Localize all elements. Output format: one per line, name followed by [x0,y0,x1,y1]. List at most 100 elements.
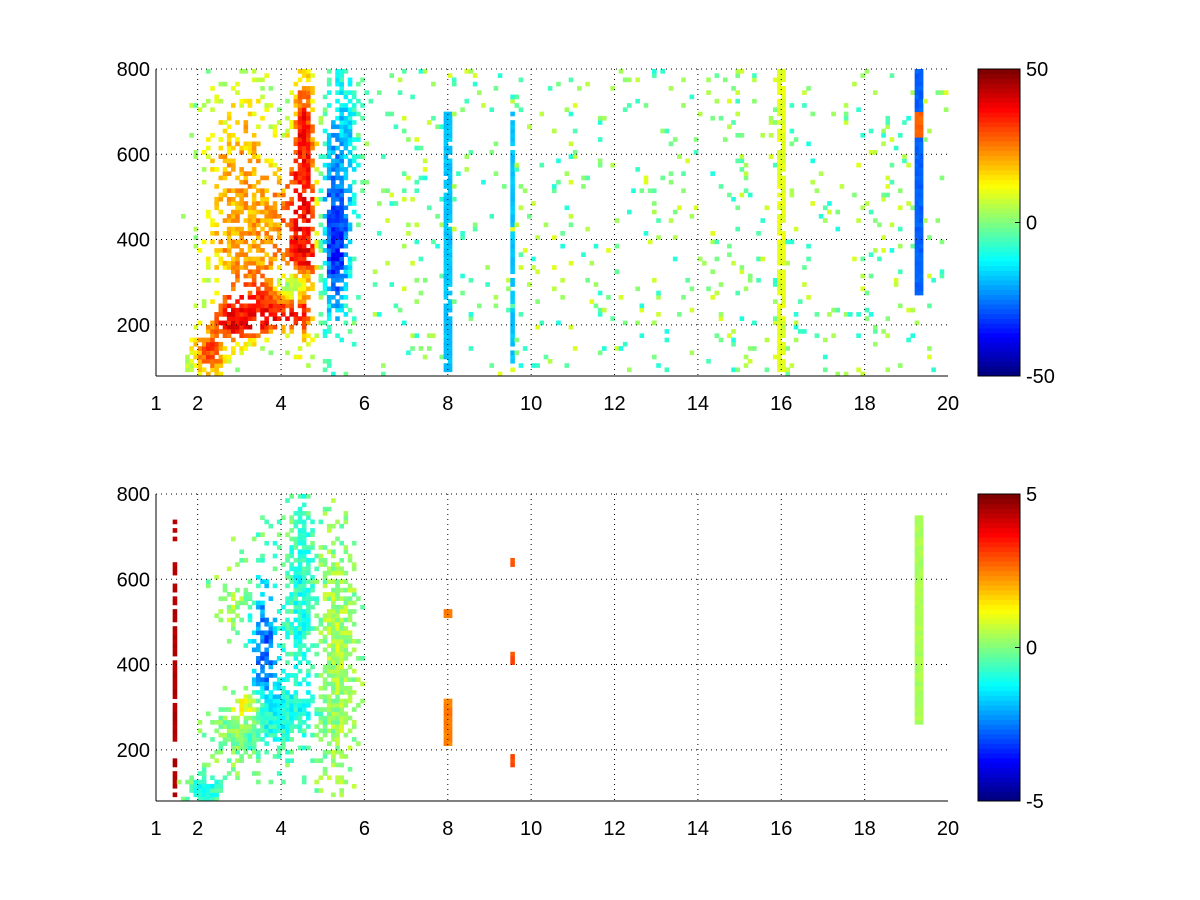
heatmap-cell [914,94,920,100]
heatmap-cell [260,557,265,563]
heatmap-cell [347,222,353,228]
heatmap-cell [447,192,453,198]
heatmap-cell [497,73,503,78]
heatmap-cell [243,732,249,738]
heatmap-cell [914,150,920,155]
heatmap-cell [335,775,340,781]
heatmap-cell [281,694,286,700]
heatmap-cell [235,719,240,725]
heatmap-cell [914,681,920,687]
heatmap-cell [781,90,786,95]
colorbar-swatch [978,145,1020,152]
heatmap-cell [514,162,520,168]
heatmap-cell [281,715,286,721]
heatmap-cell [485,265,490,270]
heatmap-cell [510,137,515,142]
heatmap-cell [868,209,874,215]
heatmap-cell [506,286,511,292]
heatmap-cell [318,248,324,253]
heatmap-cell [347,600,353,606]
heatmap-cell [335,273,340,279]
heatmap-cell [293,604,299,610]
heatmap-cell [293,626,299,631]
heatmap-cell [301,698,307,704]
heatmap-cell [322,685,328,691]
heatmap-cell [351,167,357,172]
heatmap-cell [247,324,253,330]
heatmap-cell [614,346,620,351]
heatmap-cell [301,316,307,321]
heatmap-cell [310,184,315,189]
heatmap-cell [306,132,311,138]
heatmap-cell [914,282,920,287]
heatmap-cell [914,638,920,644]
heatmap-cell [914,103,920,108]
heatmap-cell [201,762,207,768]
heatmap-cell [343,303,349,309]
heatmap-cell [247,741,253,746]
heatmap-cell [739,316,745,321]
heatmap-cell [506,307,511,313]
heatmap-cell [410,333,415,339]
heatmap-cell [272,732,278,738]
heatmap-cell [264,218,269,223]
heatmap-cell [297,192,303,198]
heatmap-cell [443,732,449,738]
heatmap-cell [343,273,349,279]
heatmap-cell [360,698,365,704]
heatmap-cell [326,222,332,228]
heatmap-cell [401,188,407,194]
heatmap-cell [447,741,453,746]
heatmap-cell [510,111,515,117]
heatmap-cell [297,724,303,729]
heatmap-cell [714,333,720,339]
heatmap-cell [856,162,861,168]
heatmap-cell [343,719,349,725]
heatmap-cell [326,265,332,270]
heatmap-cell [226,132,232,138]
heatmap-cell [297,94,303,100]
heatmap-cell [285,694,290,700]
heatmap-cell [226,294,232,300]
heatmap-cell [781,124,786,130]
heatmap-cell [276,235,282,240]
heatmap-cell [343,243,349,249]
heatmap-cell [206,358,211,364]
heatmap-cell [918,158,924,164]
heatmap-cell [918,515,924,520]
heatmap-cell [426,120,432,125]
heatmap-cell [251,239,257,245]
heatmap-cell [443,363,449,368]
heatmap-cell [343,711,349,717]
heatmap-cell [764,205,770,211]
heatmap-cell [710,294,715,300]
heatmap-cell [218,154,224,159]
heatmap-cell [326,626,332,631]
heatmap-cell [285,732,290,738]
heatmap-cell [239,312,244,317]
heatmap-cell [714,256,720,262]
heatmap-cell [243,346,249,351]
heatmap-cell [814,312,820,317]
heatmap-cell [235,90,240,95]
heatmap-cell [810,111,816,117]
heatmap-cell [335,698,340,704]
colorbar-swatch [978,342,1020,348]
heatmap-cell [727,192,732,198]
heatmap-cell [256,141,261,147]
heatmap-cell [347,728,353,734]
heatmap-cell [272,540,278,546]
heatmap-cell [918,179,924,185]
x-tick-label: 18 [854,393,876,415]
heatmap-cell [393,303,399,309]
heatmap-cell [310,158,315,164]
heatmap-cell [197,354,203,360]
heatmap-cell [777,260,782,266]
heatmap-cell [222,312,228,317]
heatmap-cell [293,171,299,176]
heatmap-cell [256,690,261,695]
heatmap-cell [310,282,315,287]
heatmap-cell [243,273,249,279]
heatmap-cell [285,201,290,206]
